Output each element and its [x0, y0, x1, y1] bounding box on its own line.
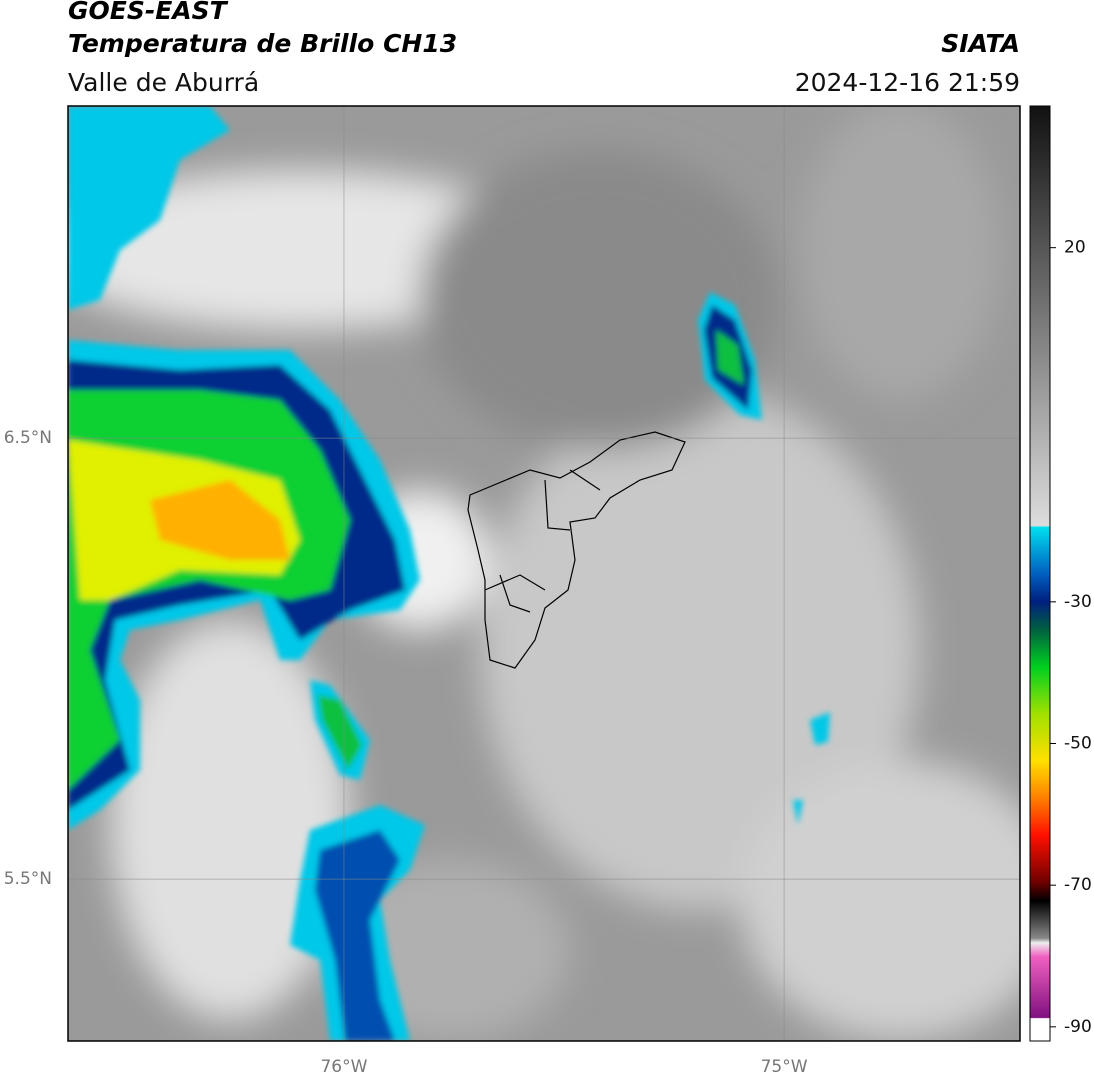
title: GOES-EAST [68, 0, 229, 25]
colorbar-tick-label: -90 [1064, 1017, 1092, 1037]
colorbar-tick-label: 20 [1064, 238, 1086, 258]
x-tick-label: 76°W [320, 1057, 367, 1077]
colorbar [1029, 105, 1051, 1042]
colorbar-tick-label: -30 [1064, 592, 1092, 612]
region: Valle de Aburrá [68, 68, 259, 97]
satellite-image [68, 106, 1020, 1041]
colorbar-tick-label: -50 [1064, 734, 1092, 754]
y-tick-label: 5.5°N [4, 869, 52, 889]
subtitle: Temperatura de Brillo CH13 [68, 29, 457, 58]
map-frame [67, 105, 1021, 1042]
datetime: 2024-12-16 21:59 [795, 68, 1020, 97]
colorbar-tick-label: -70 [1064, 875, 1092, 895]
source: SIATA [941, 29, 1020, 58]
y-tick-label: 6.5°N [4, 428, 52, 448]
x-tick-label: 75°W [761, 1057, 808, 1077]
